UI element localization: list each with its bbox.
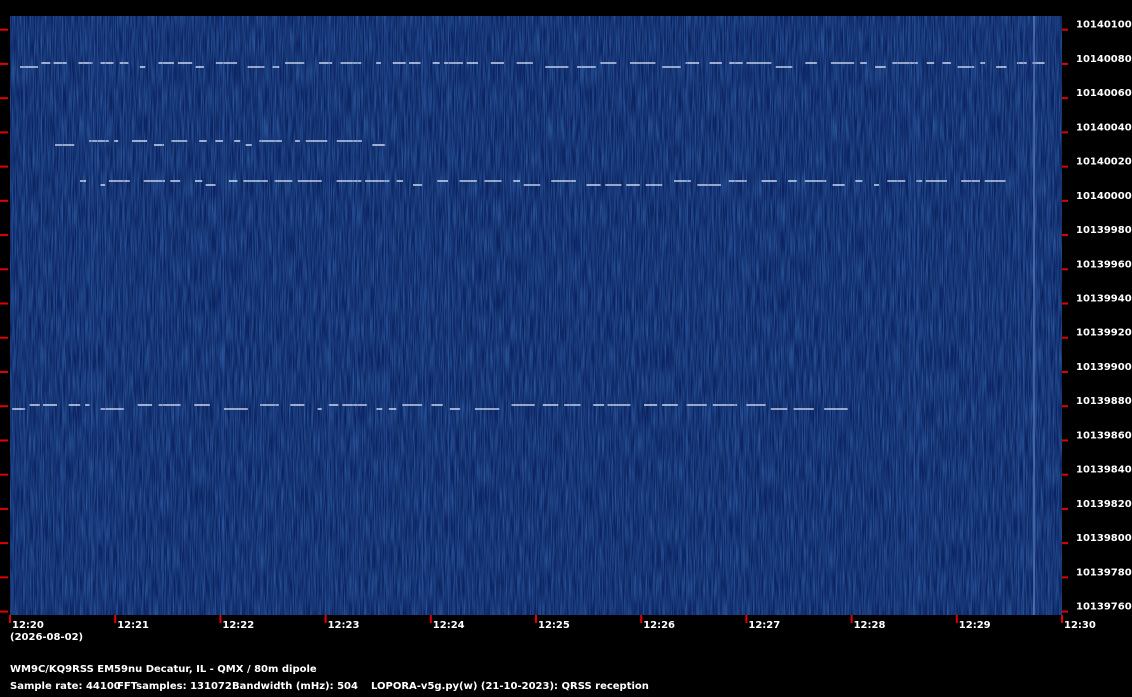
x-tick-label: 12:21 [117, 620, 149, 631]
y-tick-label: 10139880 [1076, 396, 1132, 407]
y-tick-label: 10139820 [1076, 499, 1132, 510]
y-tick-label: 10140000 [1076, 191, 1132, 202]
y-tick-label: 10139800 [1076, 533, 1132, 544]
fft-samples: FFTsamples: 131072 [117, 681, 232, 692]
y-tick-label: 10139980 [1076, 225, 1132, 236]
x-tick-label: 12:22 [222, 620, 254, 631]
y-tick-label: 10139900 [1076, 362, 1132, 373]
y-tick-label: 10139760 [1076, 602, 1132, 613]
sample-rate: Sample rate: 44100 [10, 681, 121, 692]
x-tick-label: 12:30 [1064, 620, 1096, 631]
x-tick-label: 12:25 [538, 620, 570, 631]
noise [10, 16, 1062, 615]
y-tick-label: 10139840 [1076, 465, 1132, 476]
y-tick-label: 10139960 [1076, 259, 1132, 270]
signal-traces [12, 16, 1050, 615]
x-tick-label: 12:24 [433, 620, 465, 631]
y-tick-label: 10139780 [1076, 567, 1132, 578]
x-tick-label: 12:26 [643, 620, 675, 631]
date-label: (2026-08-02) [10, 632, 83, 643]
software-label: LOPORA-v5g.py(w) (21-10-2023): QRSS rece… [371, 681, 649, 692]
y-tick-label: 10140100 [1076, 20, 1132, 31]
x-tick-label: 12:20 [12, 620, 44, 631]
bandwidth: Bandwidth (mHz): 504 [232, 681, 358, 692]
station-label: WM9C/KQ9RSS EM59nu Decatur, IL - QMX / 8… [10, 664, 317, 675]
x-tick-label: 12:27 [748, 620, 780, 631]
x-tick-label: 12:28 [854, 620, 886, 631]
x-tick-label: 12:23 [328, 620, 360, 631]
y-tick-label: 10139940 [1076, 294, 1132, 305]
y-tick-label: 10140060 [1076, 88, 1132, 99]
y-tick-label: 10140080 [1076, 54, 1132, 65]
y-tick-label: 10140040 [1076, 122, 1132, 133]
y-tick-label: 10139920 [1076, 328, 1132, 339]
x-tick-label: 12:29 [959, 620, 991, 631]
y-tick-label: 10139860 [1076, 430, 1132, 441]
y-tick-label: 10140020 [1076, 157, 1132, 168]
